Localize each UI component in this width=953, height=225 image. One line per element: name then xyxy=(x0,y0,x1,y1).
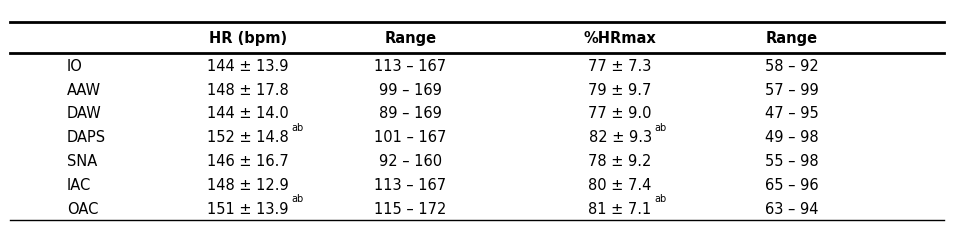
Text: %HRmax: %HRmax xyxy=(583,31,656,46)
Text: 80 ± 7.4: 80 ± 7.4 xyxy=(588,177,651,192)
Text: IO: IO xyxy=(67,58,83,73)
Text: 82 ± 9.3: 82 ± 9.3 xyxy=(588,130,651,145)
Text: IAC: IAC xyxy=(67,177,91,192)
Text: 57 – 99: 57 – 99 xyxy=(764,82,818,97)
Text: 151 ± 13.9: 151 ± 13.9 xyxy=(207,201,289,216)
Text: DAPS: DAPS xyxy=(67,130,106,145)
Text: 99 – 169: 99 – 169 xyxy=(378,82,441,97)
Text: 148 ± 12.9: 148 ± 12.9 xyxy=(207,177,289,192)
Text: HR (bpm): HR (bpm) xyxy=(209,31,287,46)
Text: 77 ± 7.3: 77 ± 7.3 xyxy=(588,58,651,73)
Text: 81 ± 7.1: 81 ± 7.1 xyxy=(588,201,651,216)
Text: OAC: OAC xyxy=(67,201,98,216)
Text: Range: Range xyxy=(765,31,817,46)
Text: 65 – 96: 65 – 96 xyxy=(764,177,818,192)
Text: 58 – 92: 58 – 92 xyxy=(764,58,818,73)
Text: Range: Range xyxy=(384,31,436,46)
Text: 78 ± 9.2: 78 ± 9.2 xyxy=(588,154,651,169)
Text: ab: ab xyxy=(292,122,304,132)
Text: AAW: AAW xyxy=(67,82,101,97)
Text: DAW: DAW xyxy=(67,106,101,121)
Text: ab: ab xyxy=(654,194,666,203)
Text: ab: ab xyxy=(654,122,666,132)
Text: 148 ± 17.8: 148 ± 17.8 xyxy=(207,82,289,97)
Text: 144 ± 14.0: 144 ± 14.0 xyxy=(207,106,289,121)
Text: 146 ± 16.7: 146 ± 16.7 xyxy=(207,154,289,169)
Text: 49 – 98: 49 – 98 xyxy=(764,130,818,145)
Text: SNA: SNA xyxy=(67,154,97,169)
Text: 55 – 98: 55 – 98 xyxy=(764,154,818,169)
Text: 152 ± 14.8: 152 ± 14.8 xyxy=(207,130,289,145)
Text: 47 – 95: 47 – 95 xyxy=(764,106,818,121)
Text: 113 – 167: 113 – 167 xyxy=(374,58,446,73)
Text: 144 ± 13.9: 144 ± 13.9 xyxy=(207,58,289,73)
Text: ab: ab xyxy=(292,194,304,203)
Text: 77 ± 9.0: 77 ± 9.0 xyxy=(588,106,651,121)
Text: 79 ± 9.7: 79 ± 9.7 xyxy=(588,82,651,97)
Text: 113 – 167: 113 – 167 xyxy=(374,177,446,192)
Text: 63 – 94: 63 – 94 xyxy=(764,201,818,216)
Text: 89 – 169: 89 – 169 xyxy=(378,106,441,121)
Text: 115 – 172: 115 – 172 xyxy=(374,201,446,216)
Text: 92 – 160: 92 – 160 xyxy=(378,154,441,169)
Text: 101 – 167: 101 – 167 xyxy=(374,130,446,145)
